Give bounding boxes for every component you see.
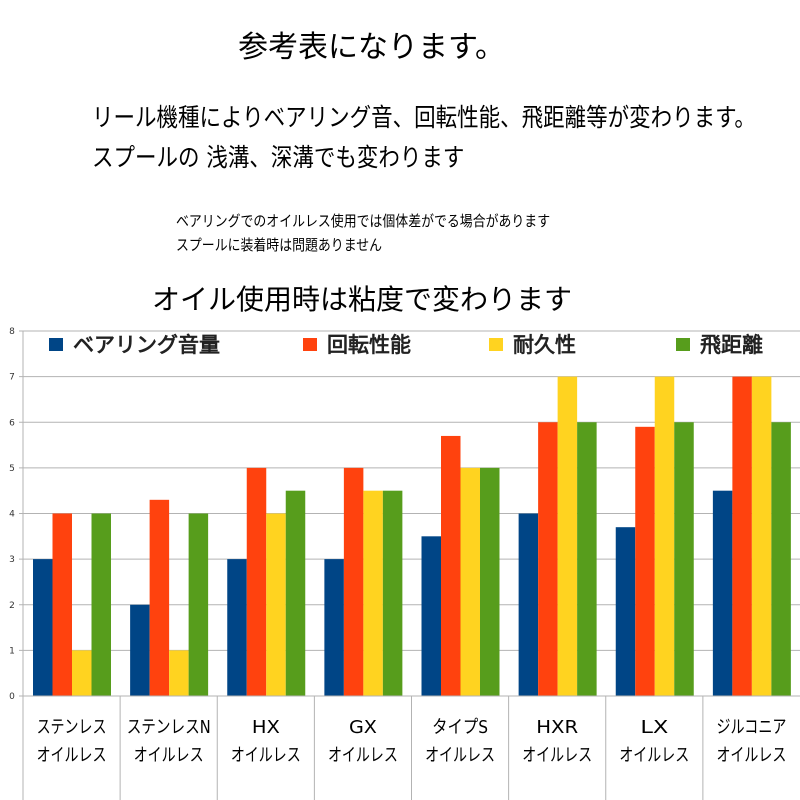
note-line-2: スプールに装着時は問題ありません — [176, 236, 383, 254]
bar — [654, 376, 675, 696]
bar — [615, 527, 636, 696]
legend-label: 回転性能 — [327, 333, 411, 357]
bar — [169, 650, 189, 696]
bar — [266, 513, 286, 696]
bar — [480, 467, 500, 696]
bar — [52, 513, 72, 696]
bar — [421, 536, 441, 696]
x-tick-label: オイルレス — [619, 745, 689, 766]
y-tick-label: 4 — [9, 510, 15, 520]
legend-background — [24, 332, 800, 370]
y-tick-label: 7 — [9, 373, 15, 383]
bar — [91, 513, 111, 696]
bar — [149, 499, 170, 696]
x-tick-label: オイルレス — [522, 745, 592, 766]
x-tick-label: オイルレス — [716, 745, 786, 766]
bar — [285, 490, 306, 696]
note-line-1: ベアリングでのオイルレス使用では個体差がでる場合があります — [176, 212, 551, 230]
bar — [246, 467, 267, 696]
x-tick-label: オイルレス — [37, 745, 107, 766]
legend-label: 飛距離 — [700, 333, 763, 357]
bar — [635, 426, 655, 696]
legend-swatch — [489, 338, 503, 351]
bar — [130, 604, 150, 696]
bar — [557, 376, 578, 696]
bar — [674, 422, 694, 696]
bar — [324, 559, 344, 696]
legend-swatch — [303, 338, 317, 351]
bar — [460, 467, 480, 696]
y-tick-label: 1 — [9, 646, 15, 656]
x-tick-label: オイルレス — [134, 745, 204, 766]
y-tick-label: 2 — [9, 601, 15, 611]
bar — [33, 559, 53, 696]
x-tick-label: ステンレスN — [127, 717, 211, 738]
x-tick-label: ステンレス — [37, 717, 107, 738]
x-tick-label: HX — [252, 717, 280, 738]
x-tick-label: LX — [640, 717, 668, 738]
x-tick-label: HXR — [536, 717, 578, 738]
legend-swatch — [49, 338, 63, 351]
bar — [712, 490, 733, 696]
x-tick-label: オイルレス — [328, 745, 398, 766]
y-tick-label: 0 — [9, 692, 15, 702]
x-tick-label: GX — [349, 717, 377, 738]
page-title: 参考表になります。 — [238, 30, 505, 65]
x-tick-label: オイルレス — [231, 745, 301, 766]
legend-swatch — [676, 338, 690, 351]
legend-label: 耐久性 — [513, 333, 576, 357]
bar — [518, 513, 539, 696]
bar — [732, 376, 752, 696]
bar — [72, 650, 92, 696]
x-tick-label: タイプS — [432, 717, 488, 738]
x-tick-label: オイルレス — [425, 745, 495, 766]
bar — [343, 467, 364, 696]
bar — [363, 490, 383, 696]
x-tick-label: ジルコニア — [716, 717, 786, 738]
description-line-1: リール機種によりベアリング音、回転性能、飛距離等が変わります。 — [92, 103, 756, 132]
description-line-2: スプールの 浅溝、深溝でも変わります — [92, 143, 465, 172]
chart-heading: オイル使用時は粘度で変わります — [152, 283, 573, 316]
bar — [577, 422, 597, 696]
y-tick-label: 5 — [9, 464, 15, 474]
bar — [538, 422, 558, 696]
y-tick-label: 3 — [9, 555, 15, 565]
bar — [188, 513, 209, 696]
y-tick-label: 8 — [9, 327, 15, 337]
y-tick-label: 6 — [9, 418, 15, 428]
bar — [771, 422, 791, 696]
legend-label: ベアリング音量 — [73, 333, 220, 357]
bar — [227, 559, 247, 696]
bar — [751, 376, 772, 696]
bar — [441, 435, 461, 696]
bar — [382, 490, 403, 696]
